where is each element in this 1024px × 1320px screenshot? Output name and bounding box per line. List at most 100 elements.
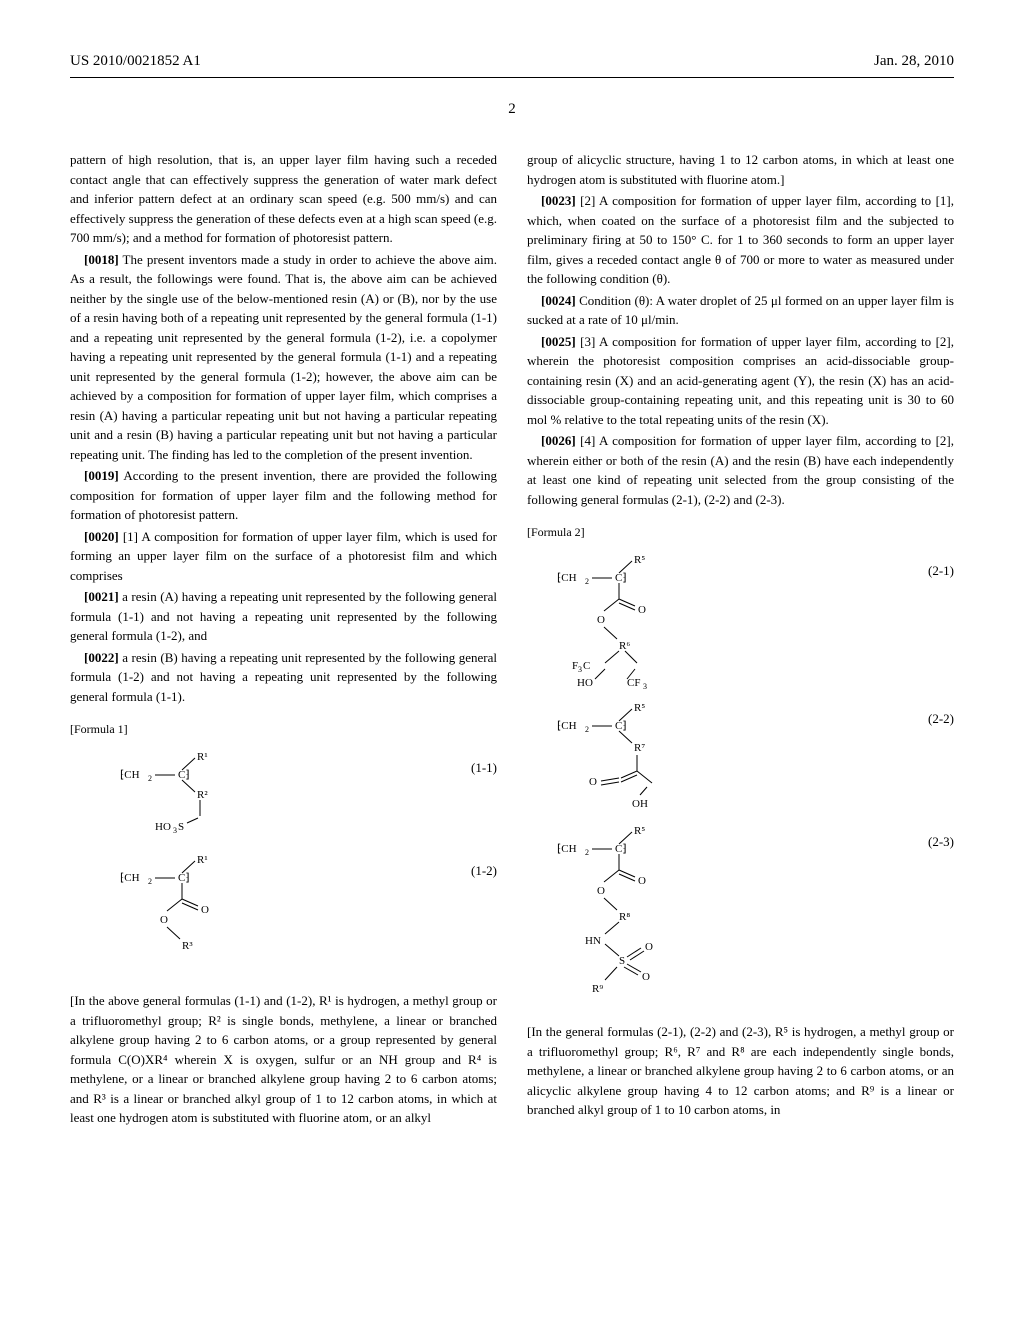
para-text-0024: Condition (θ): A water droplet of 25 μl … bbox=[527, 293, 954, 328]
para-num-0019: [0019] bbox=[84, 468, 119, 483]
formula-2-2-structure: ⁅CH 2 C⁆ R⁵ R⁷ O bbox=[527, 699, 918, 814]
para-num-0025: [0025] bbox=[541, 334, 576, 349]
svg-text:O: O bbox=[589, 776, 597, 788]
svg-text:⁅CH: ⁅CH bbox=[120, 872, 140, 884]
svg-text:O: O bbox=[597, 614, 605, 626]
svg-text:C⁆: C⁆ bbox=[615, 843, 627, 855]
svg-text:C⁆: C⁆ bbox=[615, 720, 627, 732]
content-columns: pattern of high resolution, that is, an … bbox=[70, 150, 954, 1128]
formula-2-3-block: ⁅CH 2 C⁆ R⁵ O O bbox=[527, 822, 954, 1002]
paragraph-0026: [0026] [4] A composition for formation o… bbox=[527, 431, 954, 509]
svg-text:R²: R² bbox=[197, 789, 208, 801]
svg-text:HO: HO bbox=[577, 677, 593, 689]
left-footnote: [In the above general formulas (1-1) and… bbox=[70, 991, 497, 1128]
formula-1-2-structure: ⁅CH 2 C⁆ R¹ O O bbox=[70, 851, 461, 971]
svg-text:R⁷: R⁷ bbox=[634, 742, 645, 754]
para-text-0020: [1] A composition for formation of upper… bbox=[70, 529, 497, 583]
para-num-0024: [0024] bbox=[541, 293, 576, 308]
svg-text:OH: OH bbox=[632, 798, 648, 810]
para-num-0026: [0026] bbox=[541, 433, 576, 448]
svg-text:⁅CH: ⁅CH bbox=[120, 769, 140, 781]
paragraph-0019: [0019] According to the present inventio… bbox=[70, 466, 497, 525]
svg-text:O: O bbox=[642, 971, 650, 983]
svg-text:3: 3 bbox=[578, 665, 582, 674]
svg-text:O: O bbox=[160, 914, 168, 926]
para-num-0021: [0021] bbox=[84, 589, 119, 604]
paragraph-0025: [0025] [3] A composition for formation o… bbox=[527, 332, 954, 430]
svg-text:2: 2 bbox=[148, 774, 152, 783]
formula-2-label: [Formula 2] bbox=[527, 523, 954, 541]
formula-2-2-block: ⁅CH 2 C⁆ R⁵ R⁷ O bbox=[527, 699, 954, 814]
para-text-0021: a resin (A) having a repeating unit repr… bbox=[70, 589, 497, 643]
para-num-0023: [0023] bbox=[541, 193, 576, 208]
formula-2-1-number: (2-1) bbox=[928, 551, 954, 581]
page-header: US 2010/0021852 A1 Jan. 28, 2010 bbox=[70, 50, 954, 78]
para-text-0026: [4] A composition for formation of upper… bbox=[527, 433, 954, 507]
svg-text:R³: R³ bbox=[182, 940, 193, 952]
svg-text:O: O bbox=[597, 885, 605, 897]
para-text-0023: [2] A composition for formation of upper… bbox=[527, 193, 954, 286]
svg-text:O: O bbox=[645, 941, 653, 953]
formula-2-1-block: ⁅CH 2 C⁆ R⁵ O O bbox=[527, 551, 954, 691]
svg-text:R⁵: R⁵ bbox=[634, 702, 645, 714]
svg-text:⁅CH: ⁅CH bbox=[557, 843, 577, 855]
svg-text:R⁸: R⁸ bbox=[619, 911, 630, 923]
page-number: 2 bbox=[70, 98, 954, 121]
right-column: group of alicyclic structure, having 1 t… bbox=[527, 150, 954, 1128]
para-num-0020: [0020] bbox=[84, 529, 119, 544]
formula-1-1-number: (1-1) bbox=[471, 748, 497, 778]
para-num-0022: [0022] bbox=[84, 650, 119, 665]
formula-2-2-number: (2-2) bbox=[928, 699, 954, 729]
formula-1-1-structure: ⁅CH 2 C⁆ R¹ R² HO 3 S bbox=[70, 748, 461, 843]
svg-text:C⁆: C⁆ bbox=[178, 769, 190, 781]
svg-text:2: 2 bbox=[148, 877, 152, 886]
svg-text:R¹: R¹ bbox=[197, 751, 208, 763]
formula-1-label: [Formula 1] bbox=[70, 720, 497, 738]
svg-text:R¹: R¹ bbox=[197, 854, 208, 866]
svg-text:2: 2 bbox=[585, 725, 589, 734]
right-intro: group of alicyclic structure, having 1 t… bbox=[527, 150, 954, 189]
formula-2-1-structure: ⁅CH 2 C⁆ R⁵ O O bbox=[527, 551, 918, 691]
svg-text:2: 2 bbox=[585, 848, 589, 857]
para-text-0025: [3] A composition for formation of upper… bbox=[527, 334, 954, 427]
svg-text:O: O bbox=[201, 904, 209, 916]
paragraph-0018: [0018] The present inventors made a stud… bbox=[70, 250, 497, 465]
svg-text:S: S bbox=[178, 821, 184, 833]
svg-text:⁅CH: ⁅CH bbox=[557, 720, 577, 732]
paragraph-0020: [0020] [1] A composition for formation o… bbox=[70, 527, 497, 586]
para-text-0018: The present inventors made a study in or… bbox=[70, 252, 497, 462]
svg-text:CF: CF bbox=[627, 677, 640, 689]
paragraph-0024: [0024] Condition (θ): A water droplet of… bbox=[527, 291, 954, 330]
svg-text:⁅CH: ⁅CH bbox=[557, 572, 577, 584]
left-column: pattern of high resolution, that is, an … bbox=[70, 150, 497, 1128]
svg-text:C⁆: C⁆ bbox=[615, 572, 627, 584]
formula-1-2-block: ⁅CH 2 C⁆ R¹ O O bbox=[70, 851, 497, 971]
svg-text:R⁵: R⁵ bbox=[634, 825, 645, 837]
intro-paragraph: pattern of high resolution, that is, an … bbox=[70, 150, 497, 248]
formula-2-container: ⁅CH 2 C⁆ R⁵ O O bbox=[527, 551, 954, 1002]
svg-text:3: 3 bbox=[643, 682, 647, 691]
publication-date: Jan. 28, 2010 bbox=[874, 50, 954, 73]
formula-1-1-block: ⁅CH 2 C⁆ R¹ R² HO 3 S bbox=[70, 748, 497, 843]
svg-text:O: O bbox=[638, 604, 646, 616]
svg-text:R⁹: R⁹ bbox=[592, 983, 603, 995]
svg-text:R⁶: R⁶ bbox=[619, 640, 630, 652]
svg-text:S: S bbox=[619, 955, 625, 967]
svg-text:C: C bbox=[583, 660, 590, 672]
formula-1-2-number: (1-2) bbox=[471, 851, 497, 881]
svg-text:O: O bbox=[638, 875, 646, 887]
svg-text:2: 2 bbox=[585, 577, 589, 586]
paragraph-0023: [0023] [2] A composition for formation o… bbox=[527, 191, 954, 289]
patent-id: US 2010/0021852 A1 bbox=[70, 50, 201, 73]
right-footnote: [In the general formulas (2-1), (2-2) an… bbox=[527, 1022, 954, 1120]
para-text-0019: According to the present invention, ther… bbox=[70, 468, 497, 522]
svg-text:HN: HN bbox=[585, 935, 601, 947]
svg-text:HO: HO bbox=[155, 821, 171, 833]
paragraph-0022: [0022] a resin (B) having a repeating un… bbox=[70, 648, 497, 707]
paragraph-0021: [0021] a resin (A) having a repeating un… bbox=[70, 587, 497, 646]
svg-text:R⁵: R⁵ bbox=[634, 554, 645, 566]
para-num-0018: [0018] bbox=[84, 252, 119, 267]
formula-1-container: ⁅CH 2 C⁆ R¹ R² HO 3 S bbox=[70, 748, 497, 971]
svg-text:C⁆: C⁆ bbox=[178, 872, 190, 884]
svg-text:3: 3 bbox=[173, 826, 177, 835]
